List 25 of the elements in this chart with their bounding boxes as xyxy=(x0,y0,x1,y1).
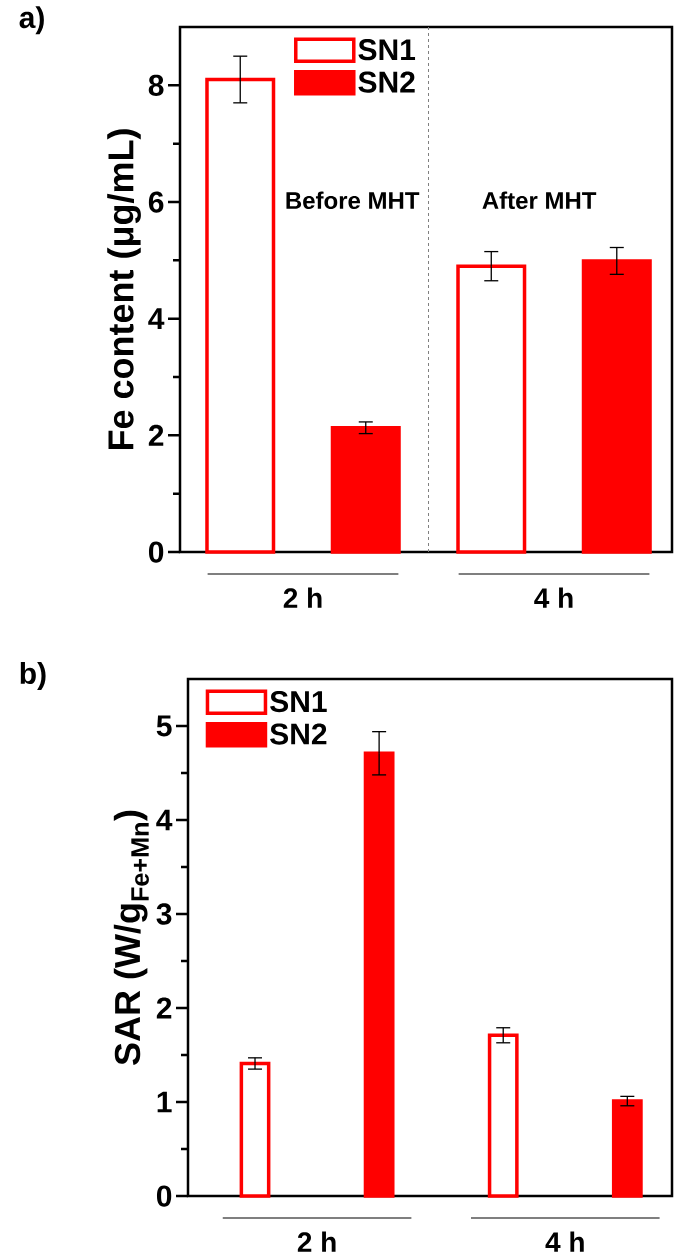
y-axis-title: Fe content (μg/mL) xyxy=(107,129,141,450)
y-axis-title: SAR (W/g$_{Fe+Mn}$) xyxy=(113,810,149,1065)
chart-title: a) xyxy=(19,6,44,35)
y-tick-label: 6 xyxy=(148,191,164,213)
y-tick-label: 0 xyxy=(148,541,164,563)
y-tick-label: 2 xyxy=(148,424,164,446)
legend-label: SN1 xyxy=(358,39,416,61)
x-tick-label: 4 h xyxy=(534,587,573,608)
x-tick-label: 4 h xyxy=(545,1231,584,1252)
annotation: After MHT xyxy=(482,191,597,210)
legend-label: SN1 xyxy=(270,690,327,713)
y-tick-label: 3 xyxy=(156,903,172,925)
legend-label: SN2 xyxy=(270,723,327,745)
y-tick-label: 4 xyxy=(156,809,173,831)
y-tick-label: 4 xyxy=(148,308,165,329)
x-tick-label: 2 h xyxy=(297,1231,336,1252)
legend-label: SN2 xyxy=(358,71,415,93)
y-tick-label: 5 xyxy=(156,715,172,737)
y-tick-label: 2 xyxy=(156,997,172,1019)
y-tick-label: 0 xyxy=(156,1185,172,1207)
chart-title: b) xyxy=(20,662,46,691)
y-tick-label: 1 xyxy=(157,1091,172,1113)
x-tick-label: 2 h xyxy=(283,587,322,608)
y-tick-label: 8 xyxy=(148,74,164,96)
annotation: Before MHT xyxy=(286,191,420,210)
